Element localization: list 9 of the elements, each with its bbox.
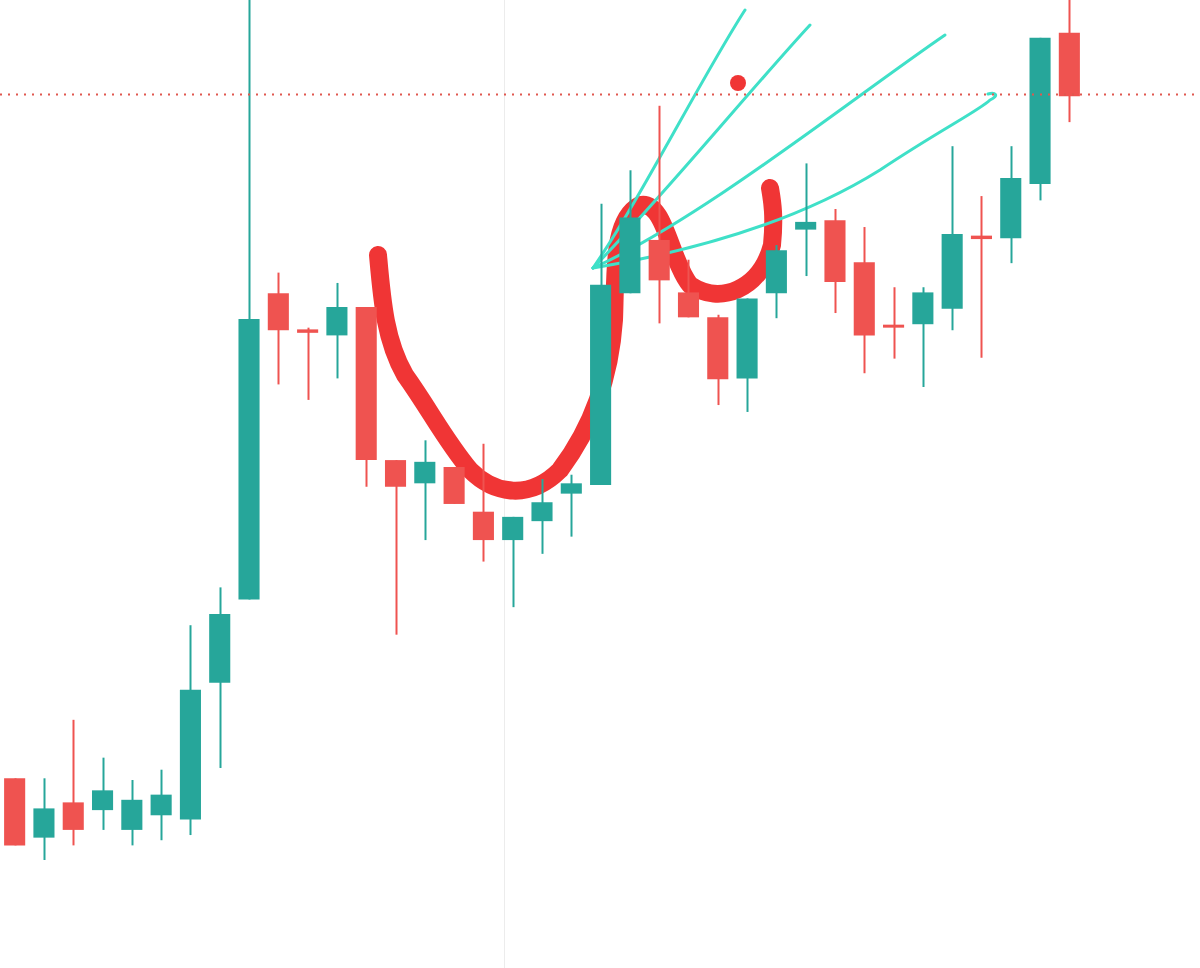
candlestick (414, 439, 436, 542)
candlestick (297, 326, 319, 401)
candlestick (883, 286, 905, 360)
candlestick (91, 756, 114, 831)
candlestick (502, 515, 524, 609)
candlestick (531, 478, 553, 555)
candlestick (795, 162, 817, 278)
candlestick (150, 768, 172, 842)
candlestick (560, 473, 582, 538)
